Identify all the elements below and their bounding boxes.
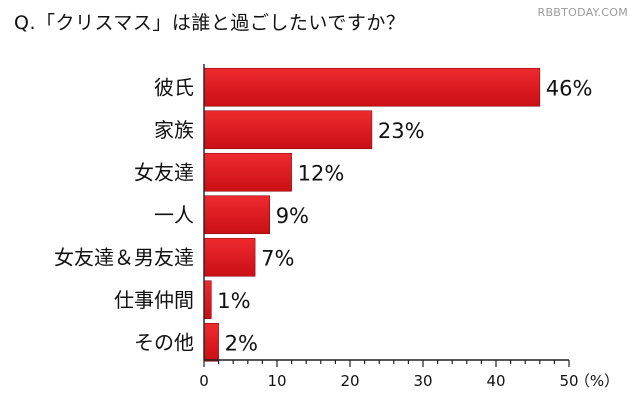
bar	[203, 195, 270, 235]
category-label: 一人	[154, 203, 194, 227]
x-tick-label: 40	[486, 372, 505, 390]
value-label: 12%	[298, 161, 345, 185]
value-label: 7%	[261, 246, 294, 270]
value-label: 46%	[546, 76, 593, 100]
bar	[203, 237, 256, 277]
bar	[203, 280, 212, 320]
bar	[203, 67, 541, 107]
watermark: RBBTODAY.COM	[537, 6, 628, 19]
chart-title: Q.「クリスマス」は誰と過ごしたいですか？	[14, 12, 406, 34]
category-label: 仕事仲間	[114, 288, 194, 312]
bar	[203, 322, 219, 362]
value-label: 1%	[217, 289, 250, 313]
x-tick-label: 20	[340, 372, 359, 390]
category-label: その他	[134, 330, 194, 354]
category-label: 家族	[154, 118, 194, 142]
bar	[203, 152, 292, 192]
value-label: 23%	[378, 119, 425, 143]
category-label: 彼氏	[154, 75, 194, 99]
bar	[203, 110, 373, 150]
value-label: 9%	[276, 204, 309, 228]
x-tick-label: 30	[413, 372, 432, 390]
value-label: 2%	[225, 331, 258, 355]
x-tick-label: 50	[559, 372, 578, 390]
category-label: 女友達＆男友達	[54, 245, 194, 269]
x-axis-unit: （%）	[575, 372, 619, 390]
x-tick-label: 10	[267, 372, 286, 390]
category-label: 女友達	[134, 160, 194, 184]
x-tick-label: 0	[199, 372, 209, 390]
